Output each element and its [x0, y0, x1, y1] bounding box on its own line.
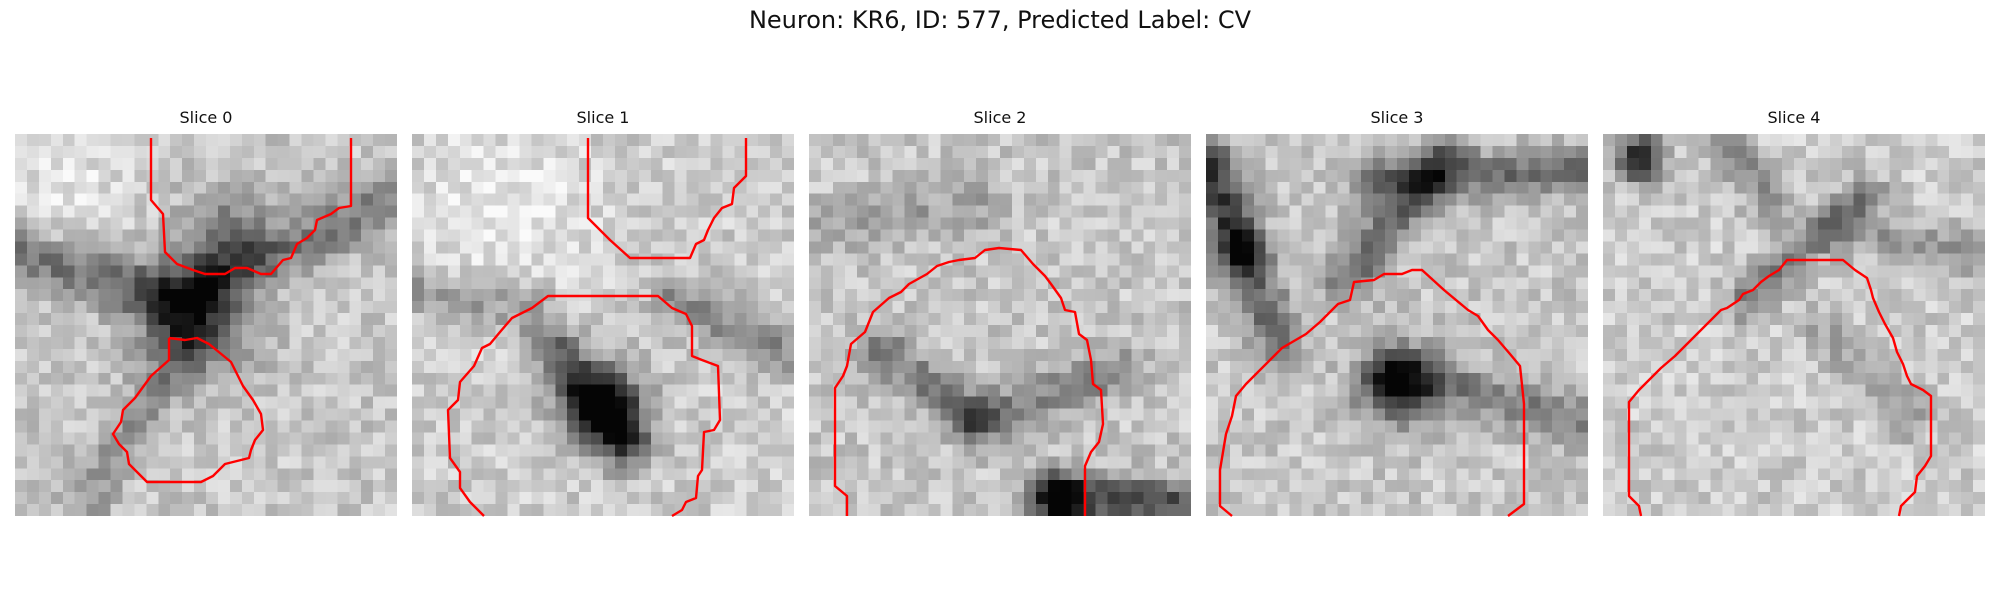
- slice-image-2: [809, 134, 1191, 516]
- contour-line: [111, 336, 265, 484]
- slice-title-2: Slice 2: [973, 108, 1027, 127]
- contour-line: [1218, 268, 1526, 517]
- slice-image-4: [1603, 134, 1985, 516]
- figure-title: Neuron: KR6, ID: 577, Predicted Label: C…: [748, 6, 1252, 34]
- slice-image-1: [412, 134, 794, 516]
- contour-line: [446, 294, 722, 518]
- slice-title-3: Slice 3: [1370, 108, 1424, 127]
- slice-panel-2: Slice 2: [809, 108, 1191, 516]
- slice-panel-3: Slice 3: [1206, 108, 1588, 517]
- slice-image-0: [15, 134, 397, 516]
- slice-panel-1: Slice 1: [412, 108, 794, 518]
- slice-title-0: Slice 0: [179, 108, 233, 127]
- contour-overlay-0: [111, 138, 353, 484]
- contour-overlay-3: [1218, 268, 1526, 517]
- contour-overlay-4: [1627, 258, 1933, 517]
- slice-title-1: Slice 1: [576, 108, 630, 127]
- contour-line: [149, 138, 353, 276]
- slice-title-4: Slice 4: [1767, 108, 1821, 127]
- contour-line: [1627, 258, 1933, 517]
- slice-panel-0: Slice 0: [15, 108, 397, 516]
- contour-overlay-2: [833, 246, 1105, 516]
- slice-panel-4: Slice 4: [1603, 108, 1985, 517]
- contour-line: [833, 246, 1105, 516]
- contour-overlay-1: [446, 138, 748, 518]
- contour-line: [586, 138, 748, 260]
